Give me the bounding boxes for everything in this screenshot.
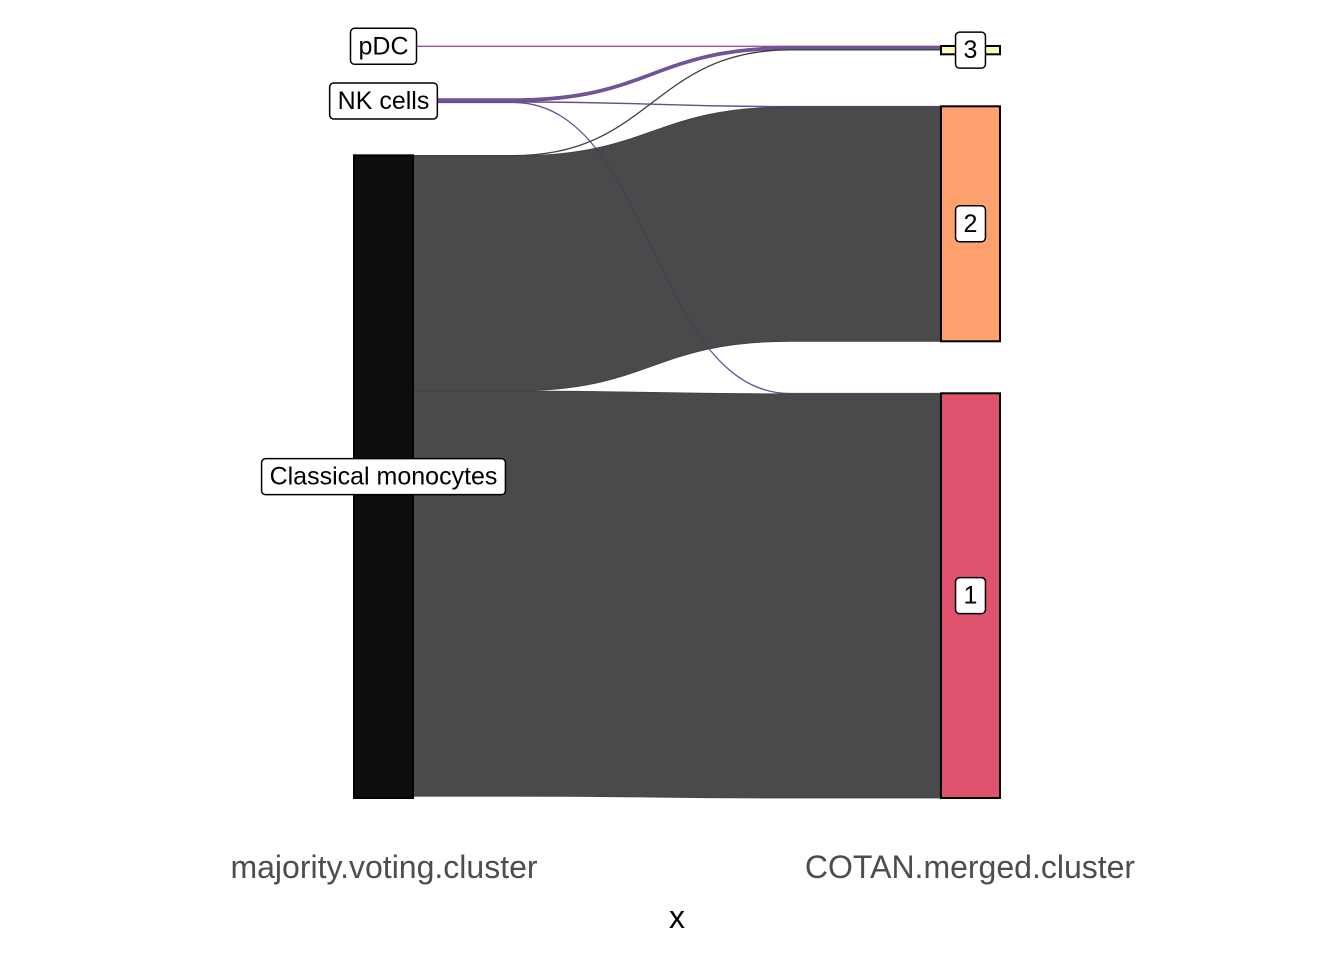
stratum-label-right-1: 1	[954, 576, 987, 615]
axis-label-right: COTAN.merged.cluster	[805, 849, 1136, 885]
stratum-label-right-2: 2	[954, 205, 987, 243]
flows-layer	[412, 45, 942, 799]
stratum-label-left-nk-cells: NK cells	[328, 82, 439, 120]
flow-nk-cells-to-3	[412, 46, 942, 102]
stratum-label-left-classical-monocytes: Classical monocytes	[260, 457, 507, 496]
axis-label-left: majority.voting.cluster	[230, 849, 537, 885]
svg-text:Classical monocytes: Classical monocytes	[270, 463, 498, 491]
svg-text:1: 1	[964, 582, 978, 610]
flow-classical-monocytes-to-1	[412, 390, 942, 799]
svg-text:3: 3	[964, 36, 978, 64]
svg-text:2: 2	[964, 210, 978, 238]
stratum-label-right-3: 3	[954, 31, 987, 69]
x-axis-title: x	[669, 899, 685, 935]
flow-classical-monocytes-to-2	[412, 106, 942, 392]
stratum-label-left-pdc: pDC	[349, 27, 418, 66]
svg-text:pDC: pDC	[358, 32, 408, 60]
svg-text:NK cells: NK cells	[338, 87, 430, 115]
stratum-labels-layer: pDC NK cells Classical monocytes 3 2 1	[260, 27, 987, 615]
